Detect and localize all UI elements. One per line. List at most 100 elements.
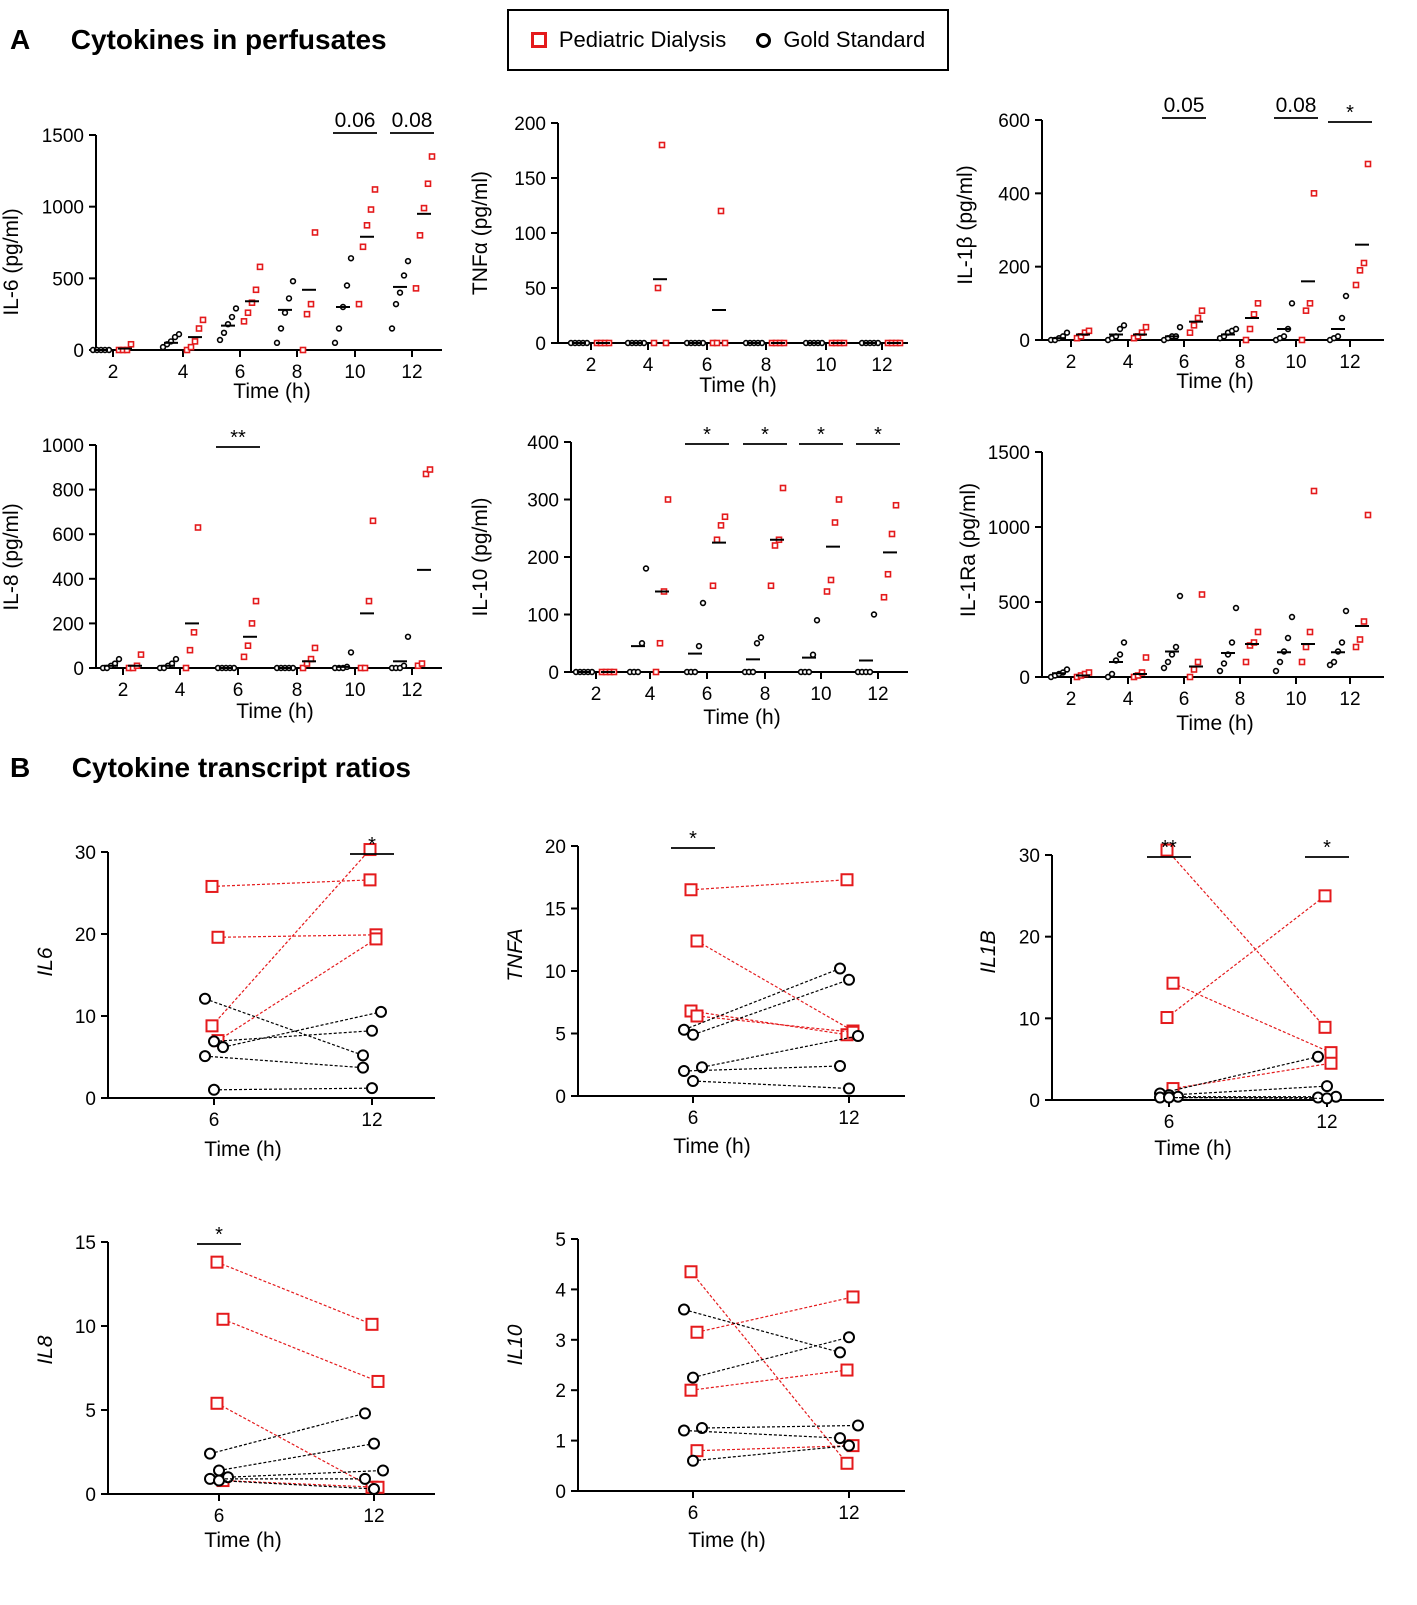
data-point-pediatric-dialysis — [827, 576, 835, 584]
data-point-pediatric-dialysis — [420, 204, 428, 212]
data-point-pediatric-dialysis — [190, 629, 198, 636]
y-axis-label: IL-1Ra (pg/ml) — [957, 483, 980, 617]
data-point-pediatric-dialysis — [1085, 327, 1093, 335]
data-point-gold-standard — [347, 649, 355, 656]
y-tick-label: 0 — [535, 334, 546, 355]
data-point-pediatric-dialysis — [1324, 1046, 1338, 1060]
x-tick-label: 10 — [344, 680, 365, 701]
data-point-gold-standard — [1338, 314, 1346, 322]
x-axis-label: Time (h) — [673, 1135, 750, 1158]
x-tick-label: 10 — [1285, 689, 1306, 710]
data-point-pediatric-dialysis — [652, 668, 660, 676]
data-point-pediatric-dialysis — [1310, 487, 1318, 495]
data-point-gold-standard — [1276, 658, 1284, 666]
data-point-gold-standard — [392, 300, 400, 308]
x-tick-label: 10 — [810, 684, 831, 705]
y-axis-label: TNFα (pg/ml) — [469, 171, 492, 295]
y-tick-label: 800 — [52, 481, 84, 502]
data-point-pediatric-dialysis — [1242, 336, 1250, 344]
data-point-gold-standard — [1321, 1080, 1333, 1093]
paired-line-gold-standard — [1159, 1056, 1319, 1095]
data-point-pediatric-dialysis — [690, 934, 704, 948]
data-point-pediatric-dialysis — [412, 285, 420, 292]
data-point-pediatric-dialysis — [690, 1444, 704, 1458]
chart-tnfa: 0 5 10 15 20 6 12 Time (h) TNFA * — [504, 828, 905, 1158]
data-point-gold-standard — [1120, 322, 1128, 329]
data-point-pediatric-dialysis — [252, 597, 260, 605]
data-point-pediatric-dialysis — [1364, 511, 1372, 519]
chart-il6: 0 500 1000 1500 2 4 6 8 10 12 Time (h) IL-6 (pg/ml)… — [0, 109, 442, 403]
y-tick-label: 0 — [73, 341, 84, 362]
y-tick-label: 50 — [525, 279, 546, 300]
data-point-pediatric-dialysis — [186, 646, 194, 654]
data-point-pediatric-dialysis — [369, 517, 377, 525]
data-point-pediatric-dialysis — [256, 263, 264, 271]
data-point-gold-standard — [687, 1028, 699, 1041]
data-point-pediatric-dialysis — [1310, 190, 1318, 197]
data-point-pediatric-dialysis — [840, 1456, 854, 1470]
data-point-pediatric-dialysis — [244, 642, 252, 650]
data-point-gold-standard — [400, 272, 408, 279]
significance-label: * — [817, 424, 825, 446]
data-point-pediatric-dialysis — [216, 1312, 230, 1326]
data-point-pediatric-dialysis — [831, 519, 839, 526]
x-axis-label: Time (h) — [236, 700, 313, 723]
x-axis-label: Time (h) — [233, 380, 310, 403]
legend-item-pediatric-dialysis: Pediatric Dialysis — [530, 27, 726, 53]
data-point-gold-standard — [1168, 651, 1176, 658]
paired-line-gold-standard — [204, 1055, 364, 1069]
paired-line-pediatric-dialysis — [211, 849, 371, 1027]
data-point-pediatric-dialysis — [205, 1019, 219, 1033]
data-point-pediatric-dialysis — [1190, 666, 1198, 673]
x-tick-label: 12 — [838, 1503, 859, 1524]
data-point-gold-standard — [852, 1419, 864, 1432]
y-tick-label: 300 — [527, 491, 559, 512]
data-point-gold-standard — [1288, 613, 1296, 621]
data-point-gold-standard — [638, 640, 646, 647]
data-point-pediatric-dialysis — [1250, 311, 1258, 318]
paired-line-gold-standard — [213, 1087, 373, 1091]
y-tick-label: 200 — [527, 548, 559, 569]
data-point-pediatric-dialysis — [888, 530, 896, 538]
data-point-gold-standard — [400, 662, 408, 669]
data-point-pediatric-dialysis — [823, 588, 831, 595]
significance-label: ** — [230, 427, 246, 449]
y-tick-label: 20 — [545, 837, 566, 858]
x-tick-label: 4 — [1123, 352, 1134, 373]
y-axis-label: IL-1β (pg/ml) — [954, 165, 977, 284]
data-point-pediatric-dialysis — [422, 470, 430, 478]
data-point-pediatric-dialysis — [303, 310, 311, 318]
data-point-gold-standard — [368, 1482, 380, 1495]
x-tick-label: 6 — [1179, 689, 1190, 710]
data-point-pediatric-dialysis — [1360, 259, 1368, 267]
significance-label: 0.08 — [392, 109, 433, 132]
paired-line-gold-standard — [1168, 1085, 1328, 1096]
data-point-gold-standard — [843, 1331, 855, 1344]
y-tick-label: 400 — [52, 570, 84, 591]
data-point-gold-standard — [1342, 292, 1350, 300]
x-axis-label: Time (h) — [688, 1529, 765, 1552]
x-tick-label: 12 — [1339, 689, 1360, 710]
data-point-gold-standard — [687, 1371, 699, 1384]
data-point-pediatric-dialysis — [123, 346, 131, 354]
paired-line-pediatric-dialysis — [222, 1318, 379, 1382]
y-tick-label: 20 — [1019, 928, 1040, 949]
paired-line-pediatric-dialysis — [696, 940, 854, 1032]
data-point-pediatric-dialysis — [1360, 618, 1368, 625]
x-tick-label: 6 — [688, 1503, 699, 1524]
y-tick-label: 0 — [73, 659, 84, 680]
y-tick-label: 400 — [527, 433, 559, 454]
data-point-pediatric-dialysis — [1364, 160, 1372, 168]
x-tick-label: 6 — [214, 1506, 225, 1527]
significance-label: 0.06 — [335, 109, 376, 132]
data-point-pediatric-dialysis — [299, 346, 307, 354]
data-point-gold-standard — [695, 642, 703, 650]
data-point-pediatric-dialysis — [664, 496, 672, 503]
data-point-gold-standard — [1312, 1050, 1324, 1063]
x-tick-label: 12 — [871, 355, 892, 376]
data-point-pediatric-dialysis — [210, 1396, 224, 1410]
legend: Pediatric Dialysis Gold Standard — [507, 9, 949, 71]
paired-line-gold-standard — [683, 1065, 841, 1072]
x-tick-label: 4 — [178, 362, 189, 383]
data-point-pediatric-dialysis — [191, 338, 199, 345]
